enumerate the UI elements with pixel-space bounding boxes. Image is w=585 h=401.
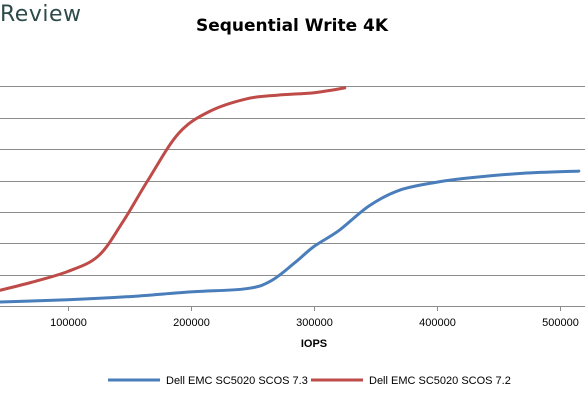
brand-logo: Review (0, 2, 82, 27)
x-tick-label: 200000 (173, 317, 210, 329)
x-tick-label: 300000 (296, 317, 333, 329)
legend-label: Dell EMC SC5020 SCOS 7.3 (166, 375, 308, 387)
x-tick-label: 100000 (50, 317, 87, 329)
chart-title: Sequential Write 4K (196, 16, 389, 36)
x-axis-label: IOPS (301, 338, 327, 350)
x-tick-label: 400000 (419, 317, 456, 329)
series-line-1 (0, 169, 581, 304)
legend-label: Dell EMC SC5020 SCOS 7.2 (369, 375, 511, 387)
x-tick-label: 500000 (542, 317, 579, 329)
series-line-2 (0, 86, 347, 292)
